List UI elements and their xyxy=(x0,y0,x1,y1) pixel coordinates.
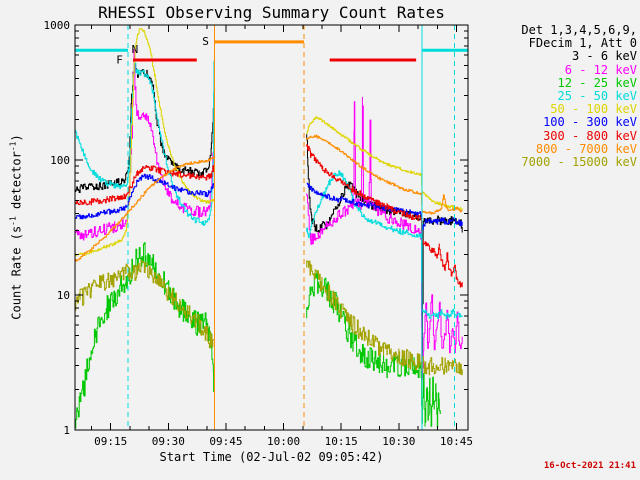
x-tick-label: 10:45 xyxy=(440,435,473,448)
legend-entry: 7000 - 15000 keV xyxy=(521,155,637,170)
x-tick-label: 10:15 xyxy=(325,435,358,448)
x-tick-label: 09:45 xyxy=(209,435,242,448)
x-tick-label: 09:15 xyxy=(94,435,127,448)
legend-entry: 300 - 800 keV xyxy=(543,128,637,143)
flag-label-s: S xyxy=(202,35,209,48)
x-tick-label: 09:30 xyxy=(152,435,185,448)
legend-entry: 6 - 12 keV xyxy=(564,62,637,77)
legend-entry: 3 - 6 keV xyxy=(571,49,637,64)
chart-title: RHESSI Observing Summary Count Rates xyxy=(98,3,445,22)
legend-entry: 50 - 100 keV xyxy=(550,102,637,117)
flag-label-n: N xyxy=(132,43,139,56)
y-tick-label: 1 xyxy=(63,424,70,437)
flag-label-f: F xyxy=(116,54,123,67)
y-tick-label: 10 xyxy=(57,289,70,302)
legend-header: FDecim 1, Att 0 xyxy=(528,36,637,51)
x-tick-label: 10:00 xyxy=(267,435,300,448)
y-tick-label: 100 xyxy=(50,154,70,167)
x-tick-label: 10:30 xyxy=(382,435,415,448)
y-axis-label: Count Rate (s-1 detector-1) xyxy=(8,134,24,320)
y-tick-label: 1000 xyxy=(44,19,71,32)
legend-entry: 12 - 25 keV xyxy=(557,75,637,90)
generation-timestamp: 16-Oct-2021 21:41 xyxy=(543,461,636,471)
legend-entry: 100 - 300 keV xyxy=(543,115,637,130)
legend-entry: 800 - 7000 keV xyxy=(535,141,637,156)
x-axis-label: Start Time (02-Jul-02 09:05:42) xyxy=(159,450,384,464)
legend-header: Det 1,3,4,5,6,9, xyxy=(521,23,637,37)
legend-entry: 25 - 50 keV xyxy=(557,89,637,104)
